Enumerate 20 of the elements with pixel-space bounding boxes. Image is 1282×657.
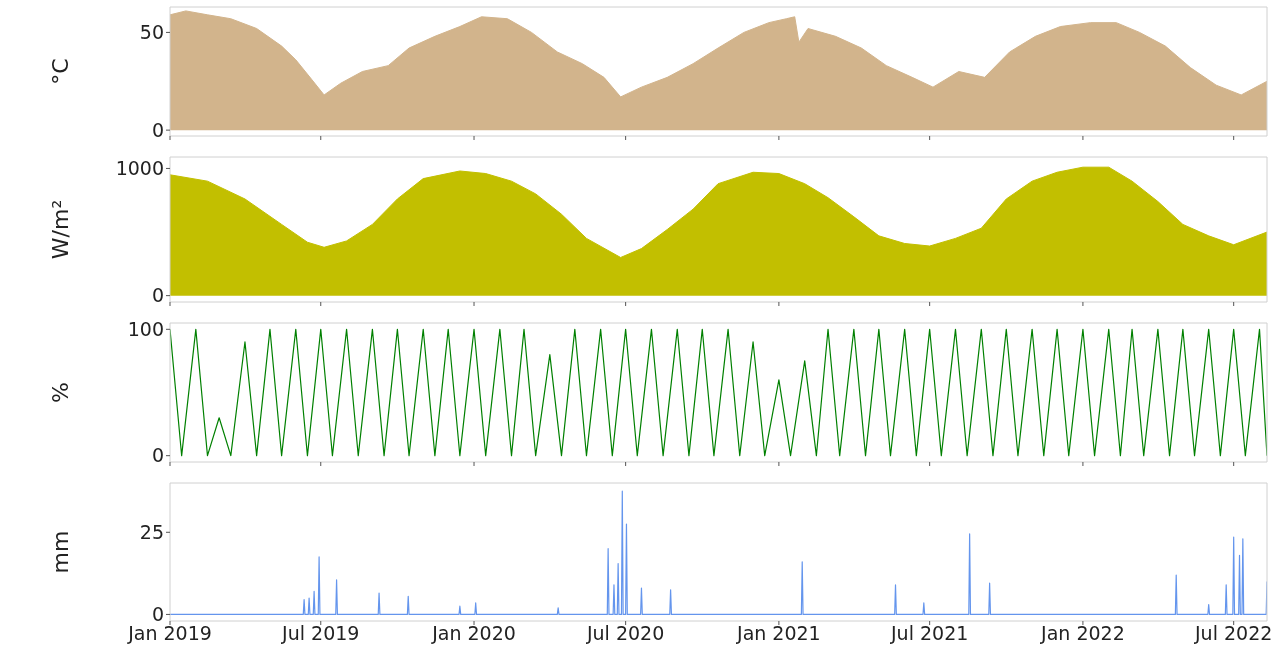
x-tick-label: Jul 2021 (889, 622, 969, 645)
x-tick-label: Jul 2022 (1194, 622, 1273, 645)
y-tick-label: 25 (139, 521, 164, 544)
y-axis-title: W/m² (47, 199, 73, 260)
y-tick-label: 0 (151, 118, 164, 141)
line-series (170, 490, 1267, 616)
y-tick-label: 100 (127, 318, 164, 341)
x-tick-label: Jan 2022 (1040, 622, 1125, 645)
y-axis-title: °C (47, 58, 73, 85)
line-series (170, 328, 1267, 457)
y-tick-label: 0 (151, 284, 164, 307)
y-axis-title: mm (47, 530, 73, 574)
y-tick-label: 0 (151, 444, 164, 467)
x-tick-label: Jan 2021 (736, 622, 821, 645)
x-tick-label: Jul 2020 (585, 622, 665, 645)
x-tick-label: Jul 2019 (281, 622, 360, 645)
y-tick-label: 1000 (115, 157, 164, 180)
y-tick-label: 50 (139, 21, 164, 44)
y-axis-title: % (47, 382, 73, 403)
x-tick-label: Jan 2020 (431, 622, 516, 645)
